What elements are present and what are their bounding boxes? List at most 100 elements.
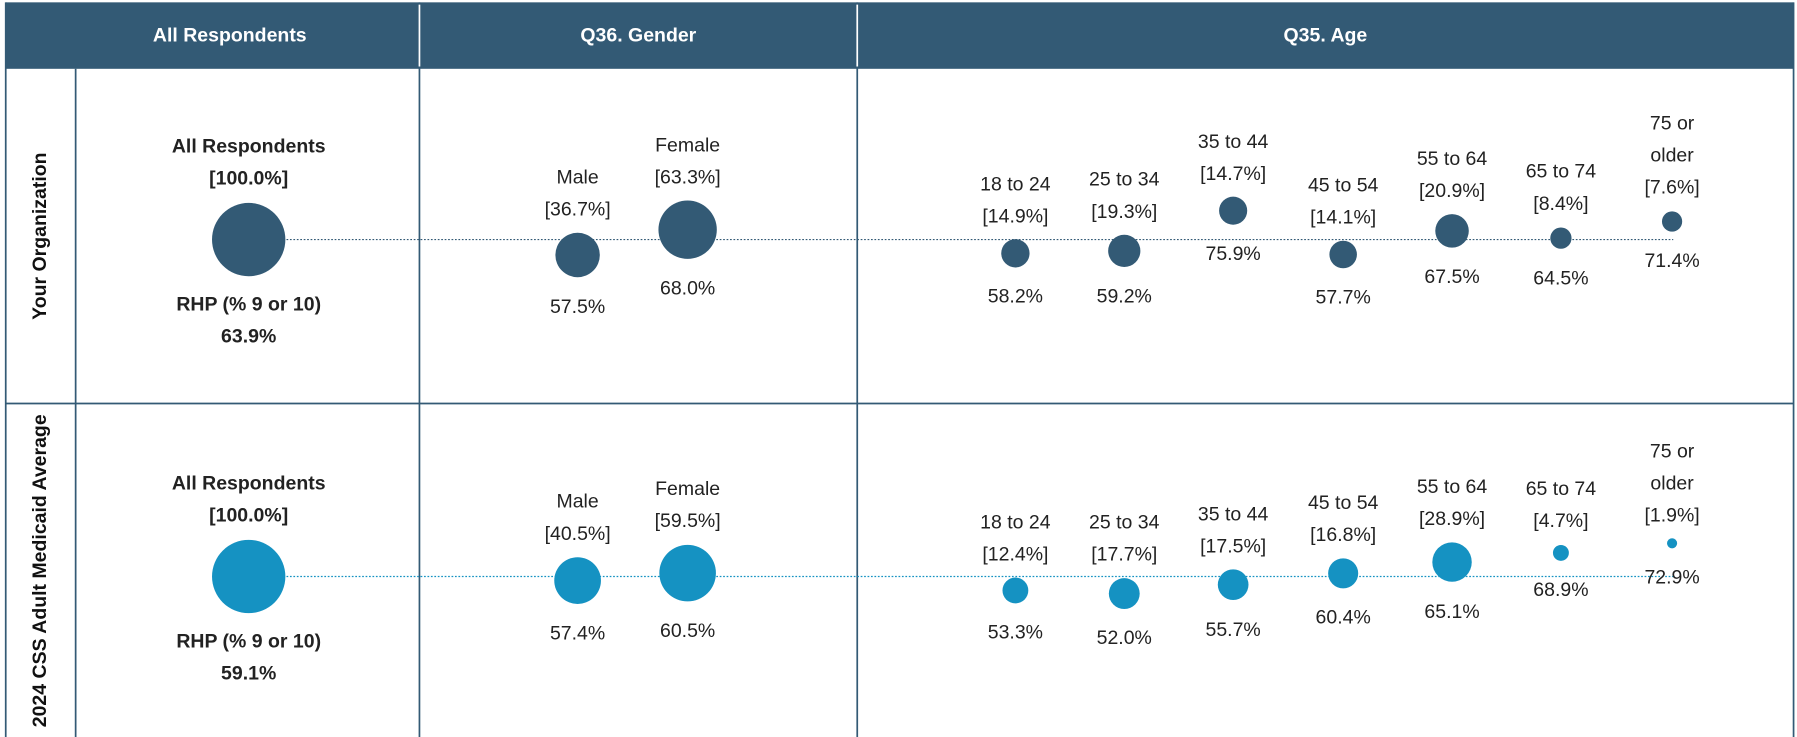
category-label: 18 to 24 xyxy=(980,511,1051,533)
size-label-box: [59.5%] xyxy=(654,510,721,533)
header-bar xyxy=(5,2,1794,69)
value-label-box: 71.4% xyxy=(1644,249,1700,272)
size-label-box: [8.4%] xyxy=(1533,193,1588,215)
value-label: 57.7% xyxy=(1315,286,1371,309)
value-label: 60.5% xyxy=(659,619,716,642)
bubble xyxy=(658,200,717,259)
bubble xyxy=(1550,227,1572,249)
overall-metric: RHP (% 9 or 10) xyxy=(176,630,322,653)
size-label-box: [16.8%] xyxy=(1310,523,1377,546)
value-label: 68.0% xyxy=(659,277,716,299)
column-header: Q36. Gender xyxy=(580,24,697,46)
size-label: [4.7%] xyxy=(1533,510,1589,533)
value-label: 64.5% xyxy=(1533,267,1589,289)
category-label-box: 65 to 74 xyxy=(1526,478,1596,500)
size-label: [36.7%] xyxy=(544,198,611,221)
category-label: 25 to 34 xyxy=(1089,511,1160,534)
size-label-box: [20.9%] xyxy=(1419,179,1486,202)
row-header: 2024 CSS Adult Medicaid Average xyxy=(28,414,51,728)
bubble xyxy=(1217,569,1249,601)
column-header-box: Q35. Age xyxy=(1284,24,1368,46)
size-label: [16.8%] xyxy=(1310,523,1377,546)
value-label: 57.5% xyxy=(549,295,606,318)
overall-label-box: All Respondents xyxy=(171,472,326,494)
category-label-box: 75 or older xyxy=(1650,113,1694,167)
value-label: 68.9% xyxy=(1533,579,1589,601)
grid-frame xyxy=(4,2,1795,737)
bubble xyxy=(1552,544,1569,561)
value-label: 71.4% xyxy=(1644,249,1700,272)
overall-value-label: 59.1% xyxy=(221,662,277,685)
bubble xyxy=(1219,196,1248,225)
overall-value-label-box: 63.9% xyxy=(221,326,276,348)
value-label: 52.0% xyxy=(1096,627,1152,650)
value-label-box: 53.3% xyxy=(988,622,1043,644)
category-label-box: 55 to 64 xyxy=(1416,147,1488,170)
category-label-box: 45 to 54 xyxy=(1307,174,1379,197)
value-label-box: 75.9% xyxy=(1205,243,1261,265)
size-label: [59.5%] xyxy=(654,510,721,533)
size-label: [63.3%] xyxy=(654,166,721,188)
category-label: 18 to 24 xyxy=(980,172,1051,195)
category-label: 45 to 54 xyxy=(1307,491,1379,514)
value-label: 55.7% xyxy=(1205,618,1261,641)
value-label: 60.4% xyxy=(1315,606,1371,629)
bubble xyxy=(1001,239,1030,268)
size-label: [14.1%] xyxy=(1310,206,1377,229)
size-label: [40.5%] xyxy=(544,522,611,545)
bubble xyxy=(1108,578,1140,610)
column-header-box: Q36. Gender xyxy=(580,24,697,46)
category-label-box: 25 to 34 xyxy=(1089,511,1160,534)
bubble xyxy=(555,232,600,278)
overall-size-label-box: [100.0%] xyxy=(209,167,289,190)
category-label-box: Male xyxy=(556,490,599,513)
size-label: [14.9%] xyxy=(982,204,1049,227)
overall-label: All Respondents xyxy=(171,135,326,158)
size-label: [1.9%] xyxy=(1644,503,1700,526)
category-label: 55 to 64 xyxy=(1416,147,1488,170)
bubble xyxy=(1432,542,1472,582)
category-label-box: 65 to 74 xyxy=(1525,161,1597,183)
overall-size-label-box: [100.0%] xyxy=(209,504,288,526)
value-label-box: 65.1% xyxy=(1424,600,1479,622)
value-label-box: 60.4% xyxy=(1315,606,1371,629)
category-label: 65 to 74 xyxy=(1525,161,1597,183)
category-label-box: 35 to 44 xyxy=(1198,503,1268,525)
overall-size-label: [100.0%] xyxy=(209,167,289,190)
value-label: 57.4% xyxy=(549,622,606,645)
category-label: Male xyxy=(556,490,599,513)
size-label-box: [14.7%] xyxy=(1200,162,1267,185)
bubble xyxy=(1328,558,1359,589)
bubble xyxy=(1108,234,1141,267)
category-label-box: 18 to 24 xyxy=(980,511,1051,533)
value-label-box: 68.0% xyxy=(659,277,716,299)
overall-label: All Respondents xyxy=(171,472,326,494)
value-label-box: 64.5% xyxy=(1533,267,1589,289)
value-label: 67.5% xyxy=(1424,266,1480,288)
size-label-box: [63.3%] xyxy=(654,166,721,188)
column-header: All Respondents xyxy=(152,24,307,46)
bubble xyxy=(1002,577,1029,604)
category-label: 25 to 34 xyxy=(1089,168,1160,191)
size-label: [20.9%] xyxy=(1419,179,1486,202)
bubble xyxy=(212,202,286,277)
row-header-box: 2024 CSS Adult Medicaid Average xyxy=(28,414,51,728)
row-header: Your Organization xyxy=(28,152,51,320)
category-label: 45 to 54 xyxy=(1307,174,1379,197)
size-label: [14.7%] xyxy=(1200,162,1267,185)
value-label: 59.2% xyxy=(1096,285,1152,308)
overall-label-box: All Respondents xyxy=(171,135,326,158)
size-label: [7.6%] xyxy=(1644,177,1700,199)
overall-metric-box: RHP (% 9 or 10) xyxy=(176,293,321,315)
value-label-box: 57.4% xyxy=(549,622,606,645)
value-label-box: 57.7% xyxy=(1315,286,1371,309)
value-label-box: 60.5% xyxy=(659,619,716,642)
overall-metric-box: RHP (% 9 or 10) xyxy=(176,630,322,653)
overall-value-label-box: 59.1% xyxy=(221,662,277,685)
size-label-box: [4.7%] xyxy=(1533,510,1589,533)
value-label: 75.9% xyxy=(1205,243,1261,265)
bubble xyxy=(554,557,601,604)
size-label-box: [14.1%] xyxy=(1310,206,1377,229)
category-label-box: 75 or older xyxy=(1650,440,1694,494)
value-label-box: 72.9% xyxy=(1644,567,1699,589)
